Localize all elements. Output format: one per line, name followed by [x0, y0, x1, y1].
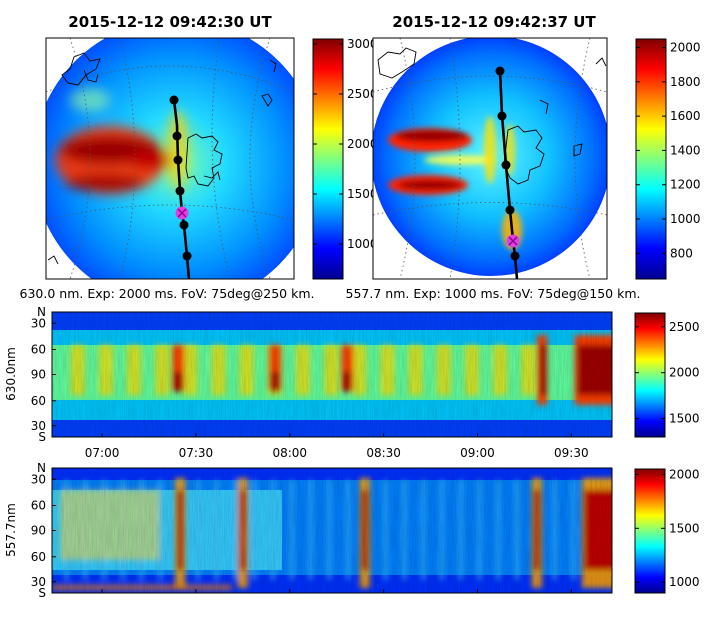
allsky-557-caption: 557.7 nm. Exp: 1000 ms. FoV: 75deg@150 k…: [346, 286, 641, 301]
colorbar-630-keogram: 1500 2000 2500: [634, 312, 700, 438]
colorbar-557-allsky: 800 1000 1200 1400 1600 1800 2000: [635, 38, 701, 280]
cb2-tick-label: 1800: [670, 75, 701, 89]
cb1-tick-label: 2500: [347, 87, 378, 101]
allsky-630-coastlines: [47, 52, 277, 265]
cb2-tick-label: 800: [670, 246, 693, 260]
keogram-630-xticks: 07:00 07:30 08:00 08:30 09:00 09:30: [85, 433, 589, 460]
allsky-630-grid: [46, 38, 294, 279]
allsky-557-image: [373, 38, 607, 279]
cb1-tick-label: 2000: [347, 137, 378, 151]
keogram-630-ylabel: 630.0nm: [4, 347, 18, 401]
allsky-557-title: 2015-12-12 09:42:37 UT: [392, 13, 596, 31]
colorbar-557-keogram: 1000 1500 2000: [634, 467, 700, 594]
xtick-label: 09:30: [554, 446, 589, 460]
allsky-panel-630: 2015-12-12 09:42:30 UT: [20, 13, 315, 301]
allsky-630-caption: 630.0 nm. Exp: 2000 ms. FoV: 75deg@250 k…: [20, 286, 315, 301]
cb4-tick-label: 2000: [669, 467, 700, 481]
colorbar-630-keogram-ticks: 1500 2000 2500: [635, 320, 700, 426]
xtick-label: 08:00: [272, 446, 307, 460]
xtick-label: 07:30: [179, 446, 214, 460]
allsky-630-image: [46, 38, 294, 279]
cb1-tick-label: 1500: [347, 187, 378, 201]
ytick-label: N: [37, 461, 46, 475]
cb3-tick-label: 2500: [669, 320, 700, 334]
ytick-label: 60: [31, 550, 46, 564]
allsky-panel-557: 2015-12-12 09:42:37 UT: [346, 13, 641, 301]
xtick-label: 07:00: [85, 446, 120, 460]
cb2-tick-label: 1400: [670, 143, 701, 157]
colorbar-557-keogram-ticks: 1000 1500 2000: [635, 467, 700, 589]
cb3-tick-label: 2000: [669, 366, 700, 380]
ytick-label: 90: [31, 524, 46, 538]
xtick-label: 09:00: [460, 446, 495, 460]
allsky-557-grid: [373, 38, 607, 279]
allsky-630-aurora: [55, 88, 188, 194]
allsky-630-track: [172, 99, 191, 279]
cb1-tick-label: 3000: [347, 37, 378, 51]
ytick-label: 30: [31, 316, 46, 330]
colorbar-630-allsky: 1000 1500 2000 2500 3000: [312, 37, 378, 280]
cb2-tick-label: 2000: [670, 41, 701, 55]
cb4-tick-label: 1500: [669, 521, 700, 535]
ytick-label: 60: [31, 499, 46, 513]
colorbar-630-allsky-ticks: 1000 1500 2000 2500 3000: [313, 37, 378, 251]
ytick-label: 90: [31, 368, 46, 382]
cb4-tick-label: 1000: [669, 575, 700, 589]
allsky-557-satellite-marker: [506, 234, 520, 248]
ytick-label: 60: [31, 394, 46, 408]
cb3-tick-label: 1500: [669, 412, 700, 426]
ytick-label: 60: [31, 343, 46, 357]
allsky-630-satellite-marker: [175, 206, 189, 220]
colorbar-557-allsky-ticks: 800 1000 1200 1400 1600 1800 2000: [636, 41, 701, 260]
allsky-630-track-points: [169, 95, 192, 261]
ytick-label: 30: [31, 472, 46, 486]
ytick-label: 30: [31, 419, 46, 433]
ytick-label: 30: [31, 575, 46, 589]
allsky-557-coastlines: [377, 47, 607, 185]
ytick-label: S: [38, 586, 46, 600]
keogram-557-xticks: [101, 589, 572, 593]
allsky-630-title: 2015-12-12 09:42:30 UT: [68, 13, 272, 31]
cb2-tick-label: 1600: [670, 109, 701, 123]
ytick-label: N: [37, 305, 46, 319]
cb2-tick-label: 1000: [670, 212, 701, 226]
ytick-label: S: [38, 430, 46, 444]
cb2-tick-label: 1200: [670, 178, 701, 192]
cb1-tick-label: 1000: [347, 237, 378, 251]
xtick-label: 08:30: [366, 446, 401, 460]
keogram-557-ylabel: 557.7nm: [4, 503, 18, 557]
